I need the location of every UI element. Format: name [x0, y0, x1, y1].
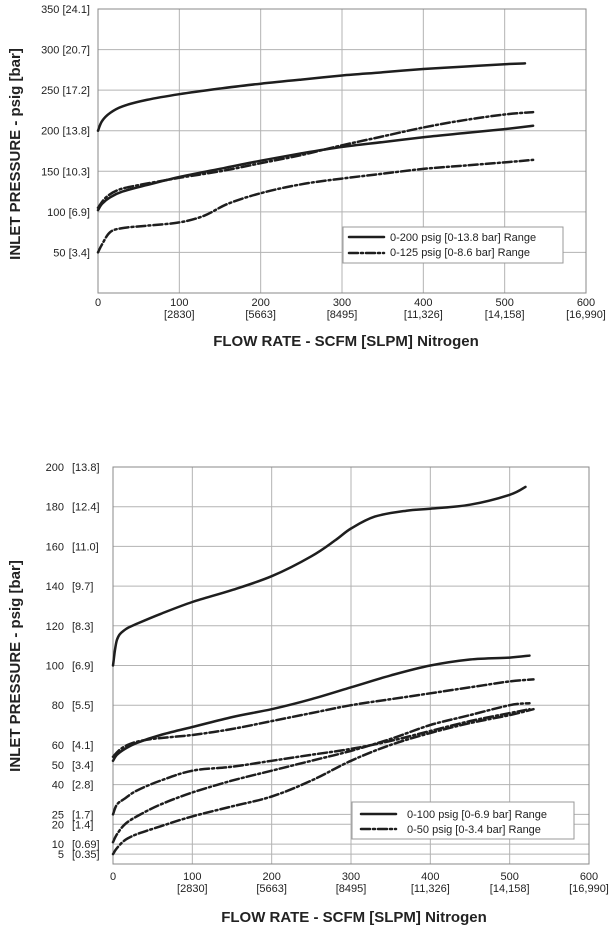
chart-2-y-ticks: 200 [13.8] 180 [12.4] 160 [11.0] 140 [9.7] 120 [8… — [46, 462, 100, 861]
chart-1-x-tick-label: 0 — [95, 297, 101, 309]
chart-2-y-tick-label: 180 — [46, 502, 64, 514]
chart-2-y-tick-sublabel: [1.7] — [72, 809, 93, 821]
chart-1-series-line-1-solid — [96, 62, 527, 132]
chart-2-series-line-2-solid — [111, 654, 531, 763]
chart-1-x-tick-label: 200 — [251, 297, 269, 309]
chart-2-y-tick-label: 100 — [46, 661, 64, 673]
chart-2-x-axis-label: FLOW RATE - SCFM [SLPM] Nitrogen — [221, 909, 487, 926]
chart-1-y-tick-label: 100 [6.9] — [47, 207, 90, 219]
chart-2-series-line-4-dashdot — [111, 701, 531, 844]
chart-2-x-tick-sublabel: [14,158] — [490, 883, 530, 895]
chart-1-x-axis-label: FLOW RATE - SCFM [SLPM] Nitrogen — [213, 333, 479, 350]
chart-1: 350 [24.1] 300 [20.7] 250 [17.2] 200 [13.8]… — [7, 4, 606, 350]
chart-1-x-tick-label: 600 — [577, 297, 595, 309]
chart-2-y-tick-sublabel: [0.69] — [72, 839, 100, 851]
chart-2-y-tick-label: 140 — [46, 581, 64, 593]
chart-1-y-tick-label: 300 [20.7] — [41, 45, 90, 57]
chart-1-x-ticks: 0 100[2830] 200[5663] 300[8495] 400[11,326] 5… — [95, 297, 606, 321]
chart-2-y-tick-label: 5 — [58, 849, 64, 861]
chart-1-series-line-4-dashdot — [96, 158, 535, 254]
chart-2-x-tick-sublabel: [5663] — [256, 883, 287, 895]
chart-2-y-tick-sublabel: [5.5] — [72, 700, 93, 712]
chart-2-series-line-1-solid — [111, 485, 527, 667]
chart-2-x-ticks: 0 100[2830] 200[5663] 300[8495] 400[11,326] 5… — [110, 871, 609, 895]
chart-1-y-ticks: 350 [24.1] 300 [20.7] 250 [17.2] 200 [13.8]… — [41, 4, 90, 259]
chart-2-series-line-5-dashdot — [111, 707, 531, 816]
chart-2-x-tick-label: 200 — [262, 871, 280, 883]
chart-2-series — [111, 485, 535, 856]
chart-1-y-axis-label: INLET PRESSURE - psig [bar] — [7, 48, 24, 260]
chart-2-legend-item-solid: 0-100 psig [0-6.9 bar] Range — [407, 809, 547, 821]
chart-2-y-tick-sublabel: [12.4] — [72, 502, 100, 514]
chart-1-y-tick-label: 50 [3.4] — [53, 247, 90, 259]
chart-1-legend-item-dashdot: 0-125 psig [0-8.6 bar] Range — [390, 247, 530, 259]
chart-2-y-tick-sublabel: [11.0] — [72, 541, 99, 553]
chart-2-y-tick-sublabel: [4.1] — [72, 740, 93, 752]
chart-2-y-tick-sublabel: [0.35] — [72, 849, 100, 861]
chart-1-series-line-3-dashdot — [96, 110, 535, 210]
chart-2-y-tick-sublabel: [6.9] — [72, 661, 93, 673]
chart-2-y-tick-sublabel: [13.8] — [72, 462, 100, 474]
chart-2-series-line-3-dashdot — [111, 678, 535, 759]
chart-2-y-tick-label: 40 — [52, 780, 64, 792]
chart-2-y-tick-label: 10 — [52, 839, 64, 851]
chart-1-y-tick-label: 150 [10.3] — [41, 166, 90, 178]
chart-2-y-tick-label: 120 — [46, 621, 64, 633]
chart-1-x-tick-sublabel: [5663] — [245, 309, 276, 321]
chart-2-legend-box — [351, 801, 575, 840]
chart-2-x-tick-label: 600 — [580, 871, 598, 883]
chart-1-series — [96, 62, 535, 254]
chart-2-x-tick-sublabel: [16,990] — [569, 883, 609, 895]
chart-1-x-tick-label: 400 — [414, 297, 432, 309]
chart-2-y-tick-sublabel: [2.8] — [72, 780, 93, 792]
chart-1-x-tick-sublabel: [16,990] — [566, 309, 606, 321]
chart-1-x-tick-label: 300 — [333, 297, 351, 309]
chart-2-y-tick-sublabel: [3.4] — [72, 760, 93, 772]
chart-2-y-tick-label: 80 — [52, 700, 64, 712]
chart-2-y-tick-label: 50 — [52, 760, 64, 772]
chart-1-legend-box — [342, 226, 564, 264]
chart-1-y-tick-label: 200 [13.8] — [41, 126, 90, 138]
chart-2-y-tick-sublabel: [9.7] — [72, 581, 93, 593]
chart-1-x-tick-sublabel: [2830] — [164, 309, 195, 321]
chart-2-y-tick-label: 20 — [52, 819, 64, 831]
chart-1-x-tick-sublabel: [14,158] — [485, 309, 525, 321]
chart-1-x-tick-sublabel: [8495] — [327, 309, 358, 321]
chart-2-x-tick-sublabel: [2830] — [177, 883, 208, 895]
chart-2-y-tick-sublabel: [1.4] — [72, 819, 93, 831]
chart-1-x-tick-sublabel: [11,326] — [404, 309, 443, 321]
chart-2-x-tick-sublabel: [8495] — [336, 883, 367, 895]
chart-1-y-tick-label: 350 [24.1] — [41, 4, 90, 16]
chart-2-x-tick-label: 100 — [183, 871, 201, 883]
chart-1-x-tick-label: 100 — [170, 297, 188, 309]
chart-2-y-tick-label: 160 — [46, 541, 64, 553]
chart-2-x-tick-label: 0 — [110, 871, 116, 883]
chart-2-x-tick-label: 400 — [421, 871, 439, 883]
chart-2-y-tick-label: 60 — [52, 740, 64, 752]
chart-2-x-tick-label: 500 — [500, 871, 518, 883]
chart-2-x-tick-sublabel: [11,326] — [411, 883, 450, 895]
chart-2-legend-item-dashdot: 0-50 psig [0-3.4 bar] Range — [407, 824, 541, 836]
chart-2-x-tick-label: 300 — [342, 871, 360, 883]
chart-1-plot-frame — [97, 8, 587, 294]
chart-2: 200 [13.8]180 [12.4]160 [11.0]140 [9.7]120 [8… — [7, 462, 609, 926]
chart-2-legend: 0-100 psig [0-6.9 bar] Range 0-50 psig [… — [351, 801, 575, 840]
chart-1-x-tick-label: 500 — [495, 297, 513, 309]
chart-2-y-tick-label: 25 — [52, 809, 64, 821]
chart-2-y-axis-label: INLET PRESSURE - psig [bar] — [7, 560, 24, 772]
chart-2-series-line-6-dashdot — [111, 707, 535, 856]
chart-1-series-line-2-solid — [96, 124, 535, 212]
chart-1-legend: 0-200 psig [0-13.8 bar] Range 0-125 psig… — [342, 226, 564, 264]
chart-1-legend-item-solid: 0-200 psig [0-13.8 bar] Range — [390, 232, 536, 244]
chart-1-y-tick-label: 250 [17.2] — [41, 85, 90, 97]
chart-2-y-tick-label: 200 — [46, 462, 64, 474]
chart-2-y-tick-sublabel: [8.3] — [72, 621, 93, 633]
